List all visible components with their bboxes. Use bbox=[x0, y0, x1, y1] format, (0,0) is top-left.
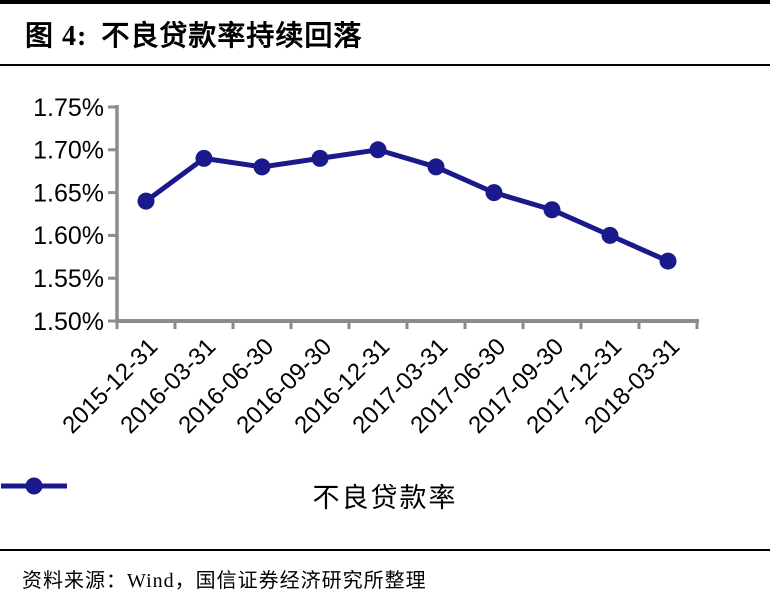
line-chart-canvas: 1.75% 1.70% 1.65% 1.60% 1.55% 1.50%2015-12-31… bbox=[33, 94, 699, 439]
axes bbox=[108, 105, 699, 329]
data-point bbox=[253, 158, 271, 176]
data-point bbox=[543, 201, 561, 219]
data-point bbox=[659, 252, 677, 270]
series-line bbox=[143, 147, 671, 264]
data-point bbox=[485, 184, 503, 202]
y-tick-label: 1.60% bbox=[33, 222, 104, 250]
data-point bbox=[427, 158, 445, 176]
data-point bbox=[137, 192, 155, 210]
figure-title: 不良贷款率持续回落 bbox=[101, 21, 363, 52]
y-tick-label: 1.75% bbox=[33, 94, 104, 122]
figure-source-note: 资料来源：Wind，国信证券经济研究所整理 bbox=[0, 549, 770, 593]
y-tick-label: 1.70% bbox=[33, 137, 104, 165]
legend-series-label: 不良贷款率 bbox=[312, 483, 458, 513]
y-tick-label: 1.55% bbox=[33, 265, 104, 293]
data-point bbox=[601, 226, 619, 244]
y-tick-label: 1.65% bbox=[33, 179, 104, 207]
figure-number-label: 图 4: bbox=[25, 21, 88, 52]
figure-header: 图 4: 不良贷款率持续回落 bbox=[0, 0, 770, 66]
legend-line-marker-icon bbox=[1, 477, 67, 495]
chart-legend: 不良贷款率 bbox=[0, 476, 770, 515]
y-axis-labels: 1.75% 1.70% 1.65% 1.60% 1.55% 1.50% bbox=[33, 94, 104, 336]
data-point bbox=[369, 141, 387, 159]
x-axis-labels: 2015-12-312016-03-312016-06-302016-09-30… bbox=[57, 333, 685, 439]
y-tick-label: 1.50% bbox=[33, 308, 104, 336]
data-point bbox=[195, 149, 213, 167]
chart-area: 1.75% 1.70% 1.65% 1.60% 1.55% 1.50% 2015-12-31… bbox=[0, 66, 770, 549]
data-point bbox=[311, 149, 329, 167]
